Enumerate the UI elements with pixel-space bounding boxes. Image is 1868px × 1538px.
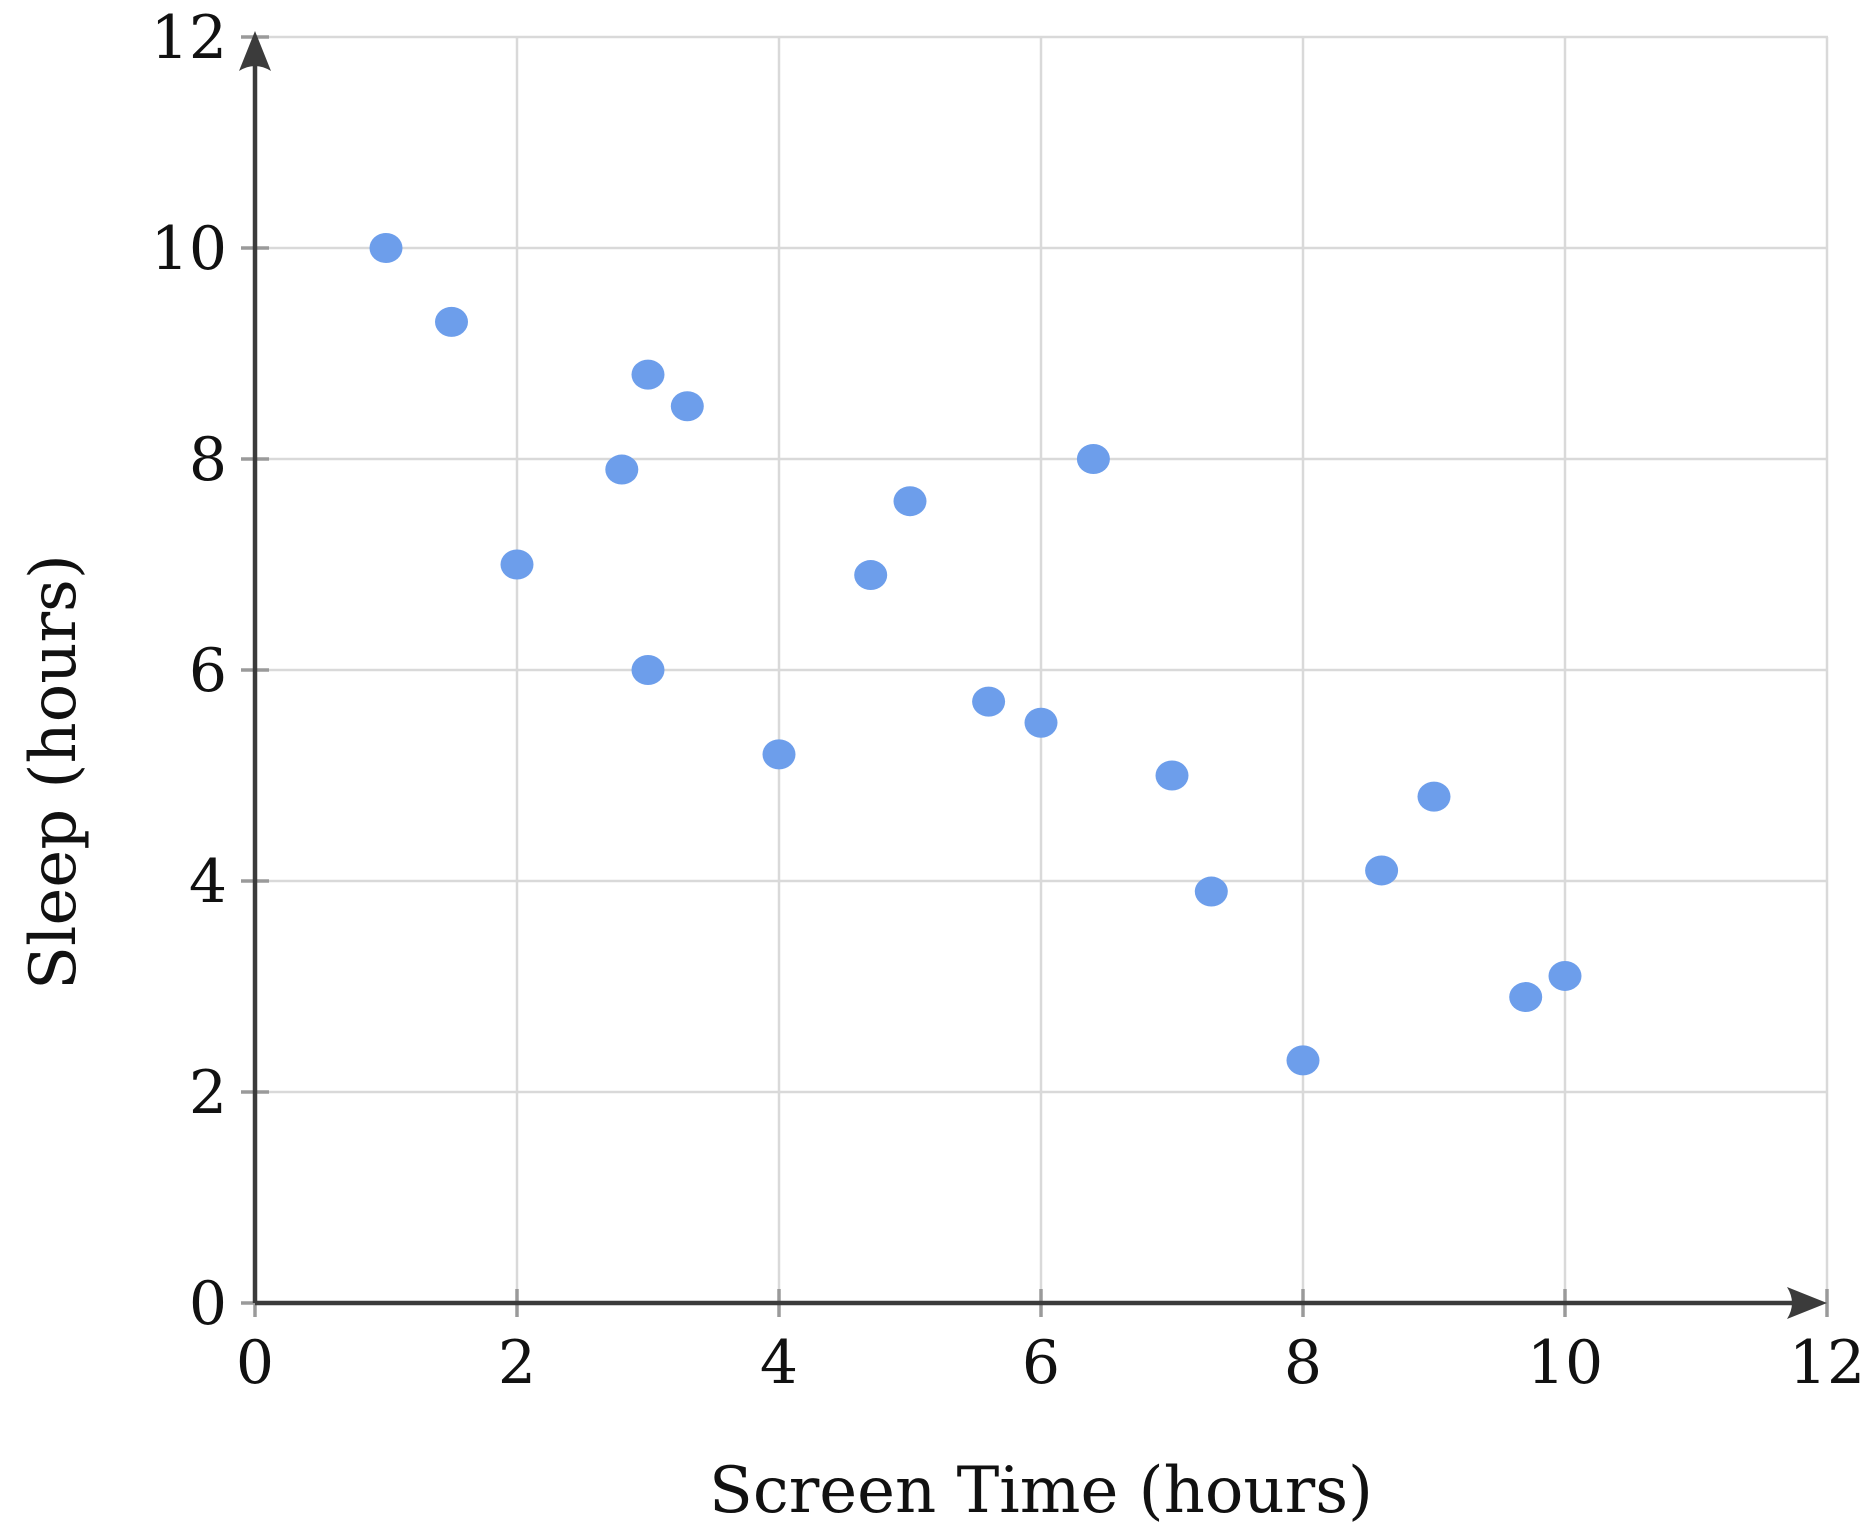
data-point	[762, 739, 796, 770]
data-point	[369, 233, 403, 263]
y-axis-title: Sleep (hours)	[17, 554, 91, 990]
data-point	[1365, 855, 1399, 886]
data-point	[1548, 960, 1582, 991]
axes	[239, 31, 1827, 1319]
data-point	[435, 306, 468, 337]
data-point	[1194, 876, 1228, 907]
data-point	[854, 560, 888, 591]
x-tick-label: 12	[1789, 1328, 1865, 1398]
data-point	[605, 454, 639, 485]
data-points	[369, 233, 1582, 1076]
y-tick-label: 0	[189, 1269, 227, 1339]
x-tick-label: 0	[236, 1328, 274, 1398]
y-tick-label: 8	[189, 425, 227, 495]
data-point	[1417, 781, 1451, 812]
y-tick-label: 2	[189, 1058, 227, 1128]
tick-labels: 0 2 4 6 8 10 12 0 2 4 6 8 10 12	[151, 3, 1866, 1398]
data-point	[1509, 982, 1543, 1013]
y-tick-label: 4	[189, 847, 227, 917]
x-tick-label: 10	[1527, 1328, 1603, 1398]
data-point	[1286, 1045, 1320, 1076]
data-point	[972, 686, 1006, 717]
x-tick-label: 2	[498, 1328, 536, 1398]
x-tick-label: 6	[1022, 1328, 1060, 1398]
data-point	[670, 391, 704, 422]
data-point	[893, 486, 927, 517]
axis-ticks	[241, 35, 1829, 1317]
x-axis-arrowhead	[1787, 1287, 1827, 1319]
y-tick-label: 12	[151, 3, 227, 73]
data-point	[631, 655, 665, 685]
y-tick-label: 6	[189, 636, 227, 706]
x-axis-title: Screen Time (hours)	[709, 1454, 1373, 1528]
data-point	[1076, 444, 1110, 474]
data-point	[1024, 707, 1058, 738]
x-tick-label: 4	[760, 1328, 798, 1398]
y-tick-label: 10	[151, 214, 227, 284]
gridlines	[255, 35, 1829, 1303]
y-axis-arrowhead	[239, 31, 271, 71]
x-tick-label: 8	[1284, 1328, 1322, 1398]
data-point	[631, 359, 665, 390]
data-point	[500, 549, 534, 580]
data-point	[1155, 760, 1189, 791]
